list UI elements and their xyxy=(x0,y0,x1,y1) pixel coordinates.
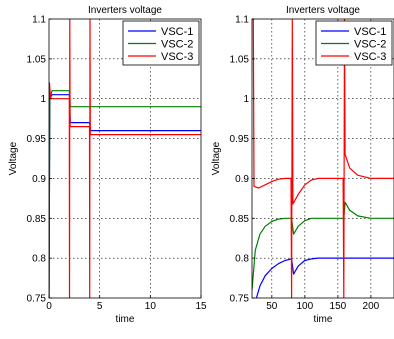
y-tick-label: 1.1 xyxy=(235,15,249,26)
x-axis-label: time xyxy=(314,314,333,325)
series-line-vsc-3 xyxy=(252,19,394,298)
y-tick-label: 1 xyxy=(243,94,249,105)
legend-label-vsc-3: VSC-3 xyxy=(354,51,386,63)
x-tick-label: 50 xyxy=(266,301,278,312)
y-axis-label: Voltage xyxy=(211,141,222,175)
x-tick-label: 10 xyxy=(145,301,157,312)
chart-title: Inverters voltage xyxy=(88,5,162,16)
y-tick-label: 0.9 xyxy=(32,174,46,185)
legend-label-vsc-2: VSC-2 xyxy=(354,39,386,51)
y-tick-label: 0.9 xyxy=(235,174,249,185)
y-tick-label: 1.05 xyxy=(27,54,47,65)
y-tick-label: 0.85 xyxy=(230,214,250,225)
y-tick-label: 0.75 xyxy=(27,294,47,305)
axes-box xyxy=(251,18,394,299)
y-tick-label: 0.95 xyxy=(230,134,250,145)
series-line-vsc-3 xyxy=(49,19,201,298)
plot-area xyxy=(49,19,201,298)
legend-label-vsc-1: VSC-1 xyxy=(354,26,386,38)
x-tick-label: 150 xyxy=(330,301,347,312)
chart-panel-1: 0 5 10 15 0.75 0.8 0.85 0.9 0.95 1 1.05 1.1 Inverter… xyxy=(8,5,207,325)
y-tick-label: 1 xyxy=(40,94,46,105)
y-tick-label: 0.95 xyxy=(27,134,47,145)
legend-label-vsc-3: VSC-3 xyxy=(161,51,193,63)
y-tick-label: 1.1 xyxy=(32,15,46,26)
plot-area xyxy=(252,19,394,298)
y-tick-label: 0.85 xyxy=(27,214,47,225)
chart-title: Inverters voltage xyxy=(286,5,360,16)
y-axis-label: Voltage xyxy=(8,141,19,175)
y-tick-label: 0.75 xyxy=(230,294,250,305)
y-tick-label: 1.05 xyxy=(230,54,250,65)
chart-panel-2: 50 100 150 200 0.75 0.8 0.85 0.9 0.95 1 1.05 1.1 Inv… xyxy=(211,5,394,325)
x-tick-label: 200 xyxy=(363,301,380,312)
x-axis-label: time xyxy=(116,314,135,325)
x-tick-label: 15 xyxy=(195,301,207,312)
series-group xyxy=(49,19,201,298)
series-line-vsc-1 xyxy=(255,257,394,298)
y-tick-label: 0.8 xyxy=(32,254,46,265)
x-tick-label: 5 xyxy=(97,301,103,312)
legend-label-vsc-1: VSC-1 xyxy=(161,26,193,38)
x-tick-label: 0 xyxy=(46,301,52,312)
series-group xyxy=(252,19,394,298)
axes-box xyxy=(48,18,202,299)
x-tick-label: 100 xyxy=(296,301,313,312)
legend-label-vsc-2: VSC-2 xyxy=(161,39,193,51)
y-tick-label: 0.8 xyxy=(235,254,249,265)
series-line-vsc-2 xyxy=(252,201,394,291)
